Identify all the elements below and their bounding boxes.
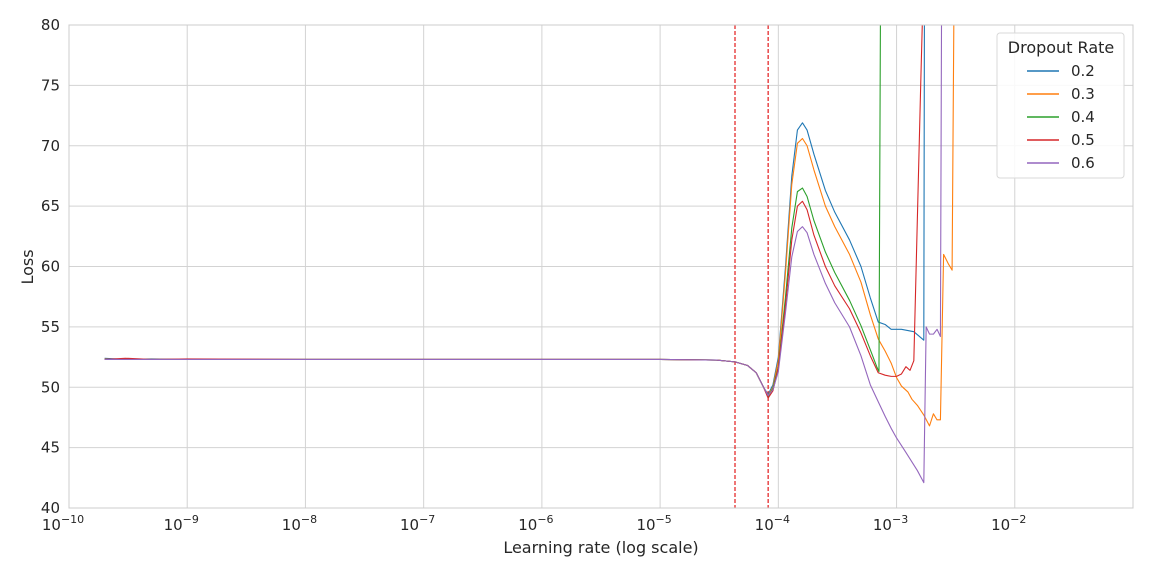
series-line-0-6	[104, 24, 943, 484]
vertical-marker-lines	[734, 25, 769, 508]
legend-title: Dropout Rate	[1008, 38, 1114, 57]
x-tick-label: 10−6	[518, 513, 553, 534]
y-tick-label: 75	[41, 76, 60, 94]
x-axis-label: Learning rate (log scale)	[503, 538, 698, 557]
x-tick-label: 10−4	[755, 513, 790, 534]
legend: Dropout Rate 0.2 0.3 0.4 0.5 0.6	[996, 32, 1125, 179]
x-tick-label: 10−7	[400, 513, 435, 534]
y-tick-label: 40	[41, 499, 60, 517]
series-lines	[104, 24, 955, 484]
y-tick-label: 55	[41, 318, 60, 336]
y-tick-label: 80	[41, 16, 60, 34]
legend-label: 0.2	[1071, 62, 1095, 80]
plot-frame	[68, 24, 1134, 509]
y-axis-label: Loss	[18, 249, 37, 284]
x-tick-label: 10−3	[873, 513, 908, 534]
legend-label: 0.4	[1071, 108, 1095, 126]
y-tick-labels: 40 45 50 55 60 65 70 75 80	[41, 16, 60, 517]
x-tick-label: 10−5	[636, 513, 671, 534]
legend-label: 0.5	[1071, 131, 1095, 149]
x-tick-label: 10−8	[282, 513, 317, 534]
y-tick-label: 50	[41, 378, 60, 396]
x-tick-label: 10−10	[42, 513, 84, 534]
y-tick-label: 70	[41, 137, 60, 155]
legend-box	[996, 32, 1125, 179]
x-tick-label: 10−2	[991, 513, 1026, 534]
legend-label: 0.3	[1071, 85, 1095, 103]
y-tick-label: 45	[41, 439, 60, 457]
legend-label: 0.6	[1071, 154, 1095, 172]
y-tick-label: 60	[41, 258, 60, 276]
legend-items: 0.2 0.3 0.4 0.5 0.6	[1027, 62, 1095, 172]
y-tick-label: 65	[41, 197, 60, 215]
x-tick-label: 10−9	[164, 513, 199, 534]
x-tick-labels: 10−10 10−9 10−8 10−7 10−6 10−5 10−4 10−3 10−2	[42, 513, 1027, 534]
